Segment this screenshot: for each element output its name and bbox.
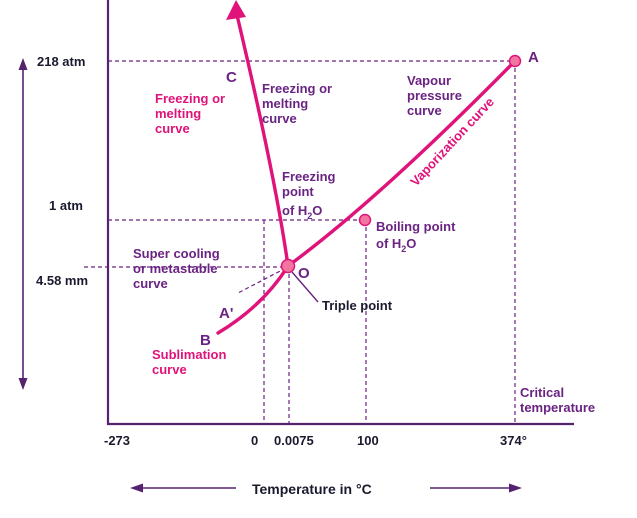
boiling-point-label: Boiling point of H2O xyxy=(376,219,456,254)
freezing-melting-label-purple: Freezing or melting curve xyxy=(262,81,332,126)
point-c-label: C xyxy=(226,69,237,86)
svg-text:melting: melting xyxy=(155,106,201,121)
svg-text:of H2O: of H2O xyxy=(376,236,416,254)
point-a-label: A xyxy=(528,49,539,66)
guide-lines xyxy=(84,60,516,424)
x-tick-0: 0 xyxy=(251,433,258,448)
point-letters: A C O A' B xyxy=(200,49,539,349)
svg-text:Super cooling: Super cooling xyxy=(133,246,220,261)
temperature-arrow-right-icon xyxy=(509,483,522,493)
svg-text:melting: melting xyxy=(262,96,308,111)
x-axis-title: Temperature in °C xyxy=(252,481,372,497)
critical-temperature-label: Critical temperature xyxy=(520,385,595,415)
y-tick-458mm: 4.58 mm xyxy=(36,273,88,288)
freezing-point-label: Freezing point of H2O xyxy=(282,169,336,221)
y-tick-labels: 218 atm 1 atm 4.58 mm xyxy=(36,54,88,288)
svg-text:temperature: temperature xyxy=(520,400,595,415)
sublimation-label: Sublimation curve xyxy=(152,347,226,377)
freezing-melting-label-magenta: Freezing or melting curve xyxy=(155,91,225,136)
svg-text:curve: curve xyxy=(152,362,187,377)
freezing-melting-curve xyxy=(235,13,290,268)
svg-text:curve: curve xyxy=(155,121,190,136)
melting-curve-arrow-icon xyxy=(226,0,246,20)
supercooling-curve xyxy=(237,267,287,294)
svg-text:or metastable: or metastable xyxy=(133,261,218,276)
x-tick-00075: 0.0075 xyxy=(274,433,314,448)
axes xyxy=(106,0,574,426)
svg-text:curve: curve xyxy=(262,111,297,126)
x-tick-labels: -273 0 0.0075 100 374° xyxy=(104,433,527,448)
vapour-pressure-label: Vapour pressure curve xyxy=(407,73,462,118)
svg-text:pressure: pressure xyxy=(407,88,462,103)
x-tick-374: 374° xyxy=(500,433,527,448)
x-tick-100: 100 xyxy=(357,433,379,448)
triple-point-label: Triple point xyxy=(322,298,393,313)
super-cooling-label: Super cooling or metastable curve xyxy=(133,246,220,291)
triple-point-marker xyxy=(280,258,296,274)
curves xyxy=(216,13,517,335)
point-o-label: O xyxy=(298,265,310,282)
vaporization-curve xyxy=(286,59,517,268)
point-a-prime-label: A' xyxy=(219,305,233,322)
svg-text:point: point xyxy=(282,184,314,199)
svg-text:curve: curve xyxy=(407,103,442,118)
pressure-arrow-up-icon xyxy=(18,58,28,70)
temperature-arrow-left-icon xyxy=(130,483,143,493)
x-tick-minus273: -273 xyxy=(104,433,130,448)
y-tick-1atm: 1 atm xyxy=(49,198,83,213)
svg-text:Freezing: Freezing xyxy=(282,169,336,184)
boiling-point-marker xyxy=(358,213,372,227)
point-a-marker xyxy=(508,54,522,68)
point-b-label: B xyxy=(200,332,211,349)
svg-text:Boiling point: Boiling point xyxy=(376,219,456,234)
svg-text:Sublimation: Sublimation xyxy=(152,347,226,362)
triple-point-pointer xyxy=(291,271,319,303)
y-tick-218atm: 218 atm xyxy=(37,54,85,69)
sublimation-curve xyxy=(216,264,290,335)
svg-text:Vapour: Vapour xyxy=(407,73,451,88)
svg-text:Freezing or: Freezing or xyxy=(155,91,225,106)
svg-text:curve: curve xyxy=(133,276,168,291)
svg-text:of H2O: of H2O xyxy=(282,203,322,221)
svg-text:Critical: Critical xyxy=(520,385,564,400)
svg-text:Freezing or: Freezing or xyxy=(262,81,332,96)
pressure-arrow-down-icon xyxy=(18,378,28,390)
